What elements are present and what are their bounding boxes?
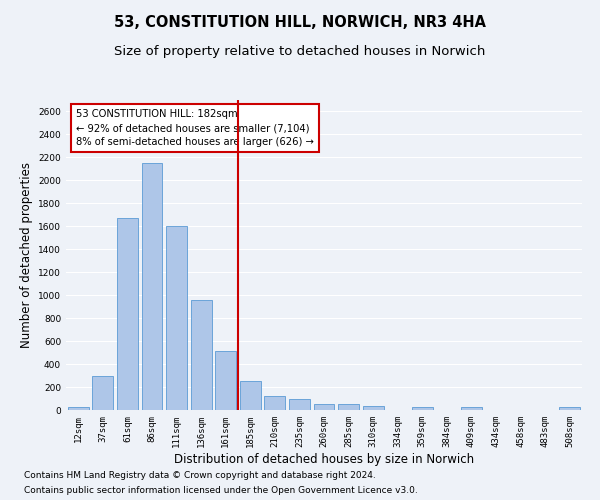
Bar bbox=[338, 404, 359, 410]
Bar bbox=[191, 300, 212, 410]
Bar bbox=[559, 407, 580, 410]
Bar bbox=[461, 407, 482, 410]
Y-axis label: Number of detached properties: Number of detached properties bbox=[20, 162, 32, 348]
X-axis label: Distribution of detached houses by size in Norwich: Distribution of detached houses by size … bbox=[174, 452, 474, 466]
Bar bbox=[289, 398, 310, 410]
Bar bbox=[240, 382, 261, 410]
Bar bbox=[117, 218, 138, 410]
Bar bbox=[314, 404, 334, 410]
Text: 53 CONSTITUTION HILL: 182sqm
← 92% of detached houses are smaller (7,104)
8% of : 53 CONSTITUTION HILL: 182sqm ← 92% of de… bbox=[76, 110, 314, 148]
Text: Size of property relative to detached houses in Norwich: Size of property relative to detached ho… bbox=[115, 45, 485, 58]
Bar bbox=[412, 406, 433, 410]
Bar bbox=[215, 352, 236, 410]
Bar bbox=[92, 376, 113, 410]
Text: Contains public sector information licensed under the Open Government Licence v3: Contains public sector information licen… bbox=[24, 486, 418, 495]
Text: 53, CONSTITUTION HILL, NORWICH, NR3 4HA: 53, CONSTITUTION HILL, NORWICH, NR3 4HA bbox=[114, 15, 486, 30]
Text: Contains HM Land Registry data © Crown copyright and database right 2024.: Contains HM Land Registry data © Crown c… bbox=[24, 471, 376, 480]
Bar bbox=[166, 226, 187, 410]
Bar bbox=[362, 406, 383, 410]
Bar bbox=[265, 396, 286, 410]
Bar bbox=[68, 407, 89, 410]
Bar bbox=[142, 163, 163, 410]
